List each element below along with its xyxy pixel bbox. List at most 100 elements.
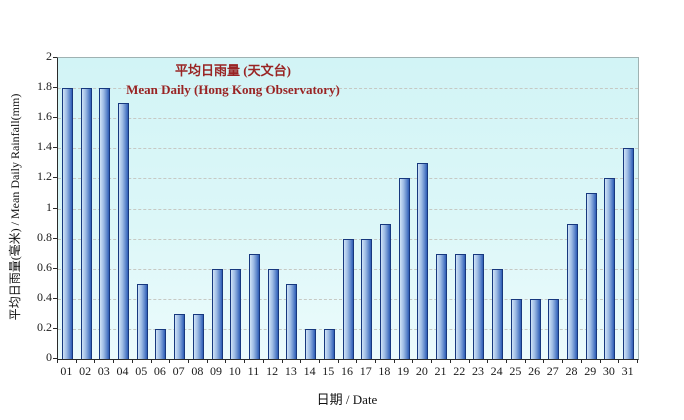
gridline bbox=[58, 208, 638, 210]
gridline bbox=[58, 118, 638, 120]
x-tick-label: 01 bbox=[60, 364, 73, 378]
x-axis-title: 日期 / Date bbox=[316, 392, 378, 407]
bar bbox=[323, 328, 335, 359]
x-tick-label: 11 bbox=[247, 364, 260, 378]
x-tick-label: 27 bbox=[546, 364, 559, 378]
x-tick-mark bbox=[131, 359, 133, 363]
x-tick-mark bbox=[206, 359, 208, 363]
y-tick-mark bbox=[53, 207, 57, 209]
y-tick-label: 1.2 bbox=[37, 169, 52, 184]
bar bbox=[585, 193, 597, 359]
x-tick-label: 04 bbox=[116, 364, 129, 378]
x-tick-mark bbox=[244, 359, 246, 363]
x-tick-label: 16 bbox=[341, 364, 353, 378]
x-tick-mark bbox=[524, 359, 526, 363]
bar bbox=[286, 283, 298, 359]
x-tick-mark bbox=[543, 359, 545, 363]
x-tick-mark bbox=[393, 359, 395, 363]
y-tick-mark bbox=[53, 297, 57, 299]
x-tick-label: 20 bbox=[415, 364, 428, 378]
x-tick-label: 07 bbox=[172, 364, 185, 378]
x-tick-mark bbox=[356, 359, 358, 363]
y-tick-label: 1.8 bbox=[37, 79, 52, 94]
x-tick-label: 08 bbox=[191, 364, 204, 378]
bar bbox=[398, 178, 410, 359]
x-tick-mark bbox=[449, 359, 451, 363]
x-tick-label: 09 bbox=[210, 364, 223, 378]
x-tick-mark bbox=[113, 359, 115, 363]
x-tick-mark bbox=[225, 359, 227, 363]
x-tick-mark bbox=[375, 359, 377, 363]
x-tick-mark bbox=[169, 359, 171, 363]
bar bbox=[342, 238, 354, 359]
x-tick-label: 31 bbox=[621, 364, 634, 378]
x-tick-mark bbox=[187, 359, 189, 363]
x-tick-label: 17 bbox=[359, 364, 372, 378]
x-tick-mark bbox=[75, 359, 77, 363]
y-tick-label: 2 bbox=[46, 49, 52, 63]
x-tick-mark bbox=[318, 359, 320, 363]
bar bbox=[80, 88, 92, 359]
plot-area bbox=[57, 57, 639, 360]
bar bbox=[623, 148, 635, 359]
x-tick-label: 18 bbox=[378, 364, 391, 378]
y-tick-mark bbox=[53, 57, 57, 58]
x-tick-label: 06 bbox=[153, 364, 166, 378]
x-tick-label: 02 bbox=[79, 364, 92, 378]
x-tick-label: 05 bbox=[135, 364, 148, 378]
x-tick-label: 03 bbox=[97, 364, 110, 378]
y-tick-mark bbox=[53, 267, 57, 269]
y-tick-label: 0.4 bbox=[37, 289, 52, 304]
y-tick-mark bbox=[53, 147, 57, 149]
bar bbox=[361, 238, 373, 359]
bar bbox=[230, 268, 242, 359]
y-tick-mark bbox=[53, 177, 57, 179]
bar bbox=[211, 268, 223, 359]
y-tick-label: 0.2 bbox=[37, 319, 52, 334]
x-tick-label: 19 bbox=[397, 364, 410, 378]
x-tick-mark bbox=[262, 359, 264, 363]
bar bbox=[61, 88, 73, 359]
bar bbox=[155, 328, 167, 359]
y-tick-label: 0 bbox=[46, 350, 52, 364]
x-tick-label: 10 bbox=[228, 364, 241, 378]
bar bbox=[492, 268, 504, 359]
x-tick-mark bbox=[599, 359, 601, 363]
x-tick-label: 25 bbox=[509, 364, 522, 378]
bar bbox=[267, 268, 279, 359]
x-tick-mark bbox=[337, 359, 339, 363]
y-tick-label: 0.6 bbox=[37, 259, 52, 274]
bar bbox=[548, 298, 560, 359]
x-tick-mark bbox=[618, 359, 620, 363]
bar bbox=[529, 298, 541, 359]
x-tick-label: 24 bbox=[490, 364, 503, 378]
bar bbox=[473, 253, 485, 359]
x-tick-mark bbox=[150, 359, 152, 363]
x-tick-mark bbox=[506, 359, 508, 363]
bar bbox=[174, 313, 186, 359]
bar bbox=[417, 163, 429, 359]
x-tick-label: 28 bbox=[565, 364, 578, 378]
x-tick-mark bbox=[431, 359, 433, 363]
bar bbox=[305, 328, 317, 359]
y-tick-mark bbox=[53, 117, 57, 119]
bar bbox=[192, 313, 204, 359]
x-tick-label: 29 bbox=[584, 364, 597, 378]
y-tick-mark bbox=[53, 237, 57, 239]
bar bbox=[454, 253, 466, 359]
gridline bbox=[58, 178, 638, 180]
x-tick-mark bbox=[637, 359, 638, 363]
x-tick-mark bbox=[468, 359, 470, 363]
bar bbox=[567, 223, 579, 359]
x-tick-mark bbox=[94, 359, 96, 363]
x-tick-mark bbox=[562, 359, 564, 363]
x-tick-mark bbox=[57, 359, 58, 363]
x-tick-label: 21 bbox=[434, 364, 447, 378]
x-tick-label: 22 bbox=[453, 364, 466, 378]
gridline bbox=[58, 88, 638, 90]
bar bbox=[136, 283, 148, 359]
x-tick-label: 15 bbox=[322, 364, 335, 378]
y-tick-label: 0.8 bbox=[37, 229, 52, 244]
bar bbox=[604, 178, 616, 359]
